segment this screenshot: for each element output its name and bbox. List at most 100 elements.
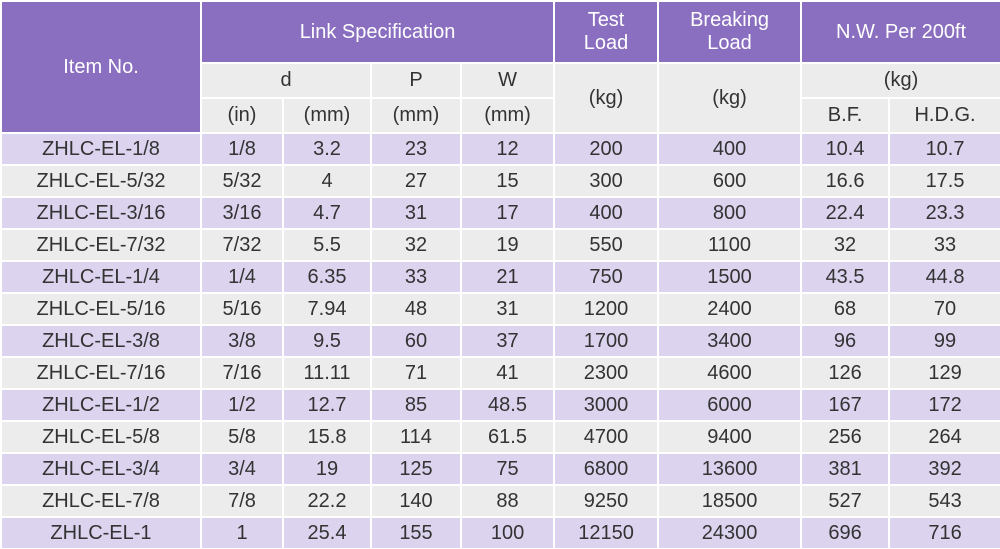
value-cell: 264: [888, 420, 1000, 454]
header-cell: (mm): [282, 97, 372, 134]
item-cell: ZHLC-EL-3/8: [0, 324, 202, 358]
header-cell: B.F.: [800, 97, 891, 134]
value-cell: 31: [370, 196, 462, 230]
value-cell: 21: [459, 260, 556, 294]
value-cell: 22.4: [800, 196, 891, 230]
header-cell: Item No.: [0, 0, 202, 134]
value-cell: 16.6: [800, 164, 891, 198]
value-cell: 200: [553, 132, 660, 166]
value-cell: 48.5: [459, 388, 556, 422]
value-cell: 88: [459, 484, 556, 518]
value-cell: 19: [459, 228, 556, 262]
value-cell: 1/2: [200, 388, 284, 422]
value-cell: 17: [459, 196, 556, 230]
header-cell: (in): [200, 97, 284, 134]
value-cell: 33: [370, 260, 462, 294]
header-row: Item No. Link Specification Test Load Br…: [0, 0, 1000, 134]
value-cell: 2400: [657, 292, 803, 326]
header-cell: (kg): [657, 62, 803, 134]
value-cell: 5/16: [200, 292, 284, 326]
item-cell: ZHLC-EL-5/32: [0, 164, 202, 198]
header-cell: W: [459, 62, 556, 99]
item-cell: ZHLC-EL-7/32: [0, 228, 202, 262]
value-cell: 696: [800, 516, 891, 549]
data-row: ZHLC-EL-5/32 5/32 4 27 15 300 600 16.6 17.5: [0, 164, 1000, 198]
value-cell: 126: [800, 356, 891, 390]
value-cell: 543: [888, 484, 1000, 518]
value-cell: 140: [370, 484, 462, 518]
value-cell: 100: [459, 516, 556, 549]
value-cell: 6.35: [282, 260, 372, 294]
value-cell: 12.7: [282, 388, 372, 422]
item-cell: ZHLC-EL-7/16: [0, 356, 202, 390]
value-cell: 5/32: [200, 164, 284, 198]
value-cell: 1/8: [200, 132, 284, 166]
value-cell: 3400: [657, 324, 803, 358]
item-cell: ZHLC-EL-5/16: [0, 292, 202, 326]
value-cell: 24300: [657, 516, 803, 549]
value-cell: 12150: [553, 516, 660, 549]
data-row: ZHLC-EL-1/2 1/2 12.7 85 48.5 3000 6000 167 172: [0, 388, 1000, 422]
value-cell: 1500: [657, 260, 803, 294]
value-cell: 33: [888, 228, 1000, 262]
value-cell: 9400: [657, 420, 803, 454]
value-cell: 600: [657, 164, 803, 198]
value-cell: 2300: [553, 356, 660, 390]
value-cell: 75: [459, 452, 556, 486]
item-cell: ZHLC-EL-1/2: [0, 388, 202, 422]
value-cell: 32: [800, 228, 891, 262]
value-cell: 300: [553, 164, 660, 198]
header-cell: N.W. Per 200ft: [800, 0, 1000, 64]
data-row: ZHLC-EL-3/4 3/4 19 125 75 6800 13600 381 392: [0, 452, 1000, 486]
value-cell: 155: [370, 516, 462, 549]
header-cell: (mm): [459, 97, 556, 134]
value-cell: 44.8: [888, 260, 1000, 294]
value-cell: 4600: [657, 356, 803, 390]
value-cell: 25.4: [282, 516, 372, 549]
data-row: ZHLC-EL-7/16 7/16 11.11 71 41 2300 4600 126 129: [0, 356, 1000, 390]
value-cell: 32: [370, 228, 462, 262]
value-cell: 114: [370, 420, 462, 454]
value-cell: 400: [657, 132, 803, 166]
value-cell: 68: [800, 292, 891, 326]
item-cell: ZHLC-EL-7/8: [0, 484, 202, 518]
value-cell: 1100: [657, 228, 803, 262]
value-cell: 3/16: [200, 196, 284, 230]
header-row: (in) (mm) (mm) (mm) B.F. H.D.G.: [1, 97, 1000, 134]
value-cell: 7/32: [200, 228, 284, 262]
value-cell: 22.2: [282, 484, 372, 518]
value-cell: 99: [888, 324, 1000, 358]
value-cell: 31: [459, 292, 556, 326]
value-cell: 125: [370, 452, 462, 486]
value-cell: 800: [657, 196, 803, 230]
value-cell: 37: [459, 324, 556, 358]
item-cell: ZHLC-EL-1/4: [0, 260, 202, 294]
value-cell: 19: [282, 452, 372, 486]
value-cell: 48: [370, 292, 462, 326]
value-cell: 4.7: [282, 196, 372, 230]
data-row: ZHLC-EL-1/4 1/4 6.35 33 21 750 1500 43.5 44.8: [0, 260, 1000, 294]
value-cell: 43.5: [800, 260, 891, 294]
value-cell: 15: [459, 164, 556, 198]
value-cell: 129: [888, 356, 1000, 390]
data-row: ZHLC-EL-5/16 5/16 7.94 48 31 1200 2400 68 70: [0, 292, 1000, 326]
value-cell: 41: [459, 356, 556, 390]
value-cell: 12: [459, 132, 556, 166]
header-row: d P W (kg) (kg) (kg): [1, 62, 1000, 134]
header-cell: d: [200, 62, 372, 99]
value-cell: 1700: [553, 324, 660, 358]
value-cell: 27: [370, 164, 462, 198]
value-cell: 17.5: [888, 164, 1000, 198]
value-cell: 61.5: [459, 420, 556, 454]
value-cell: 71: [370, 356, 462, 390]
data-row: ZHLC-EL-7/32 7/32 5.5 32 19 550 1100 32 33: [0, 228, 1000, 262]
item-cell: ZHLC-EL-3/16: [0, 196, 202, 230]
data-row: ZHLC-EL-5/8 5/8 15.8 114 61.5 4700 9400 256 264: [0, 420, 1000, 454]
item-cell: ZHLC-EL-1: [0, 516, 202, 549]
value-cell: 1/4: [200, 260, 284, 294]
value-cell: 381: [800, 452, 891, 486]
value-cell: 10.7: [888, 132, 1000, 166]
data-row: ZHLC-EL-1 1 25.4 155 100 12150 24300 696 716: [0, 516, 1000, 549]
value-cell: 3/8: [200, 324, 284, 358]
value-cell: 4: [282, 164, 372, 198]
